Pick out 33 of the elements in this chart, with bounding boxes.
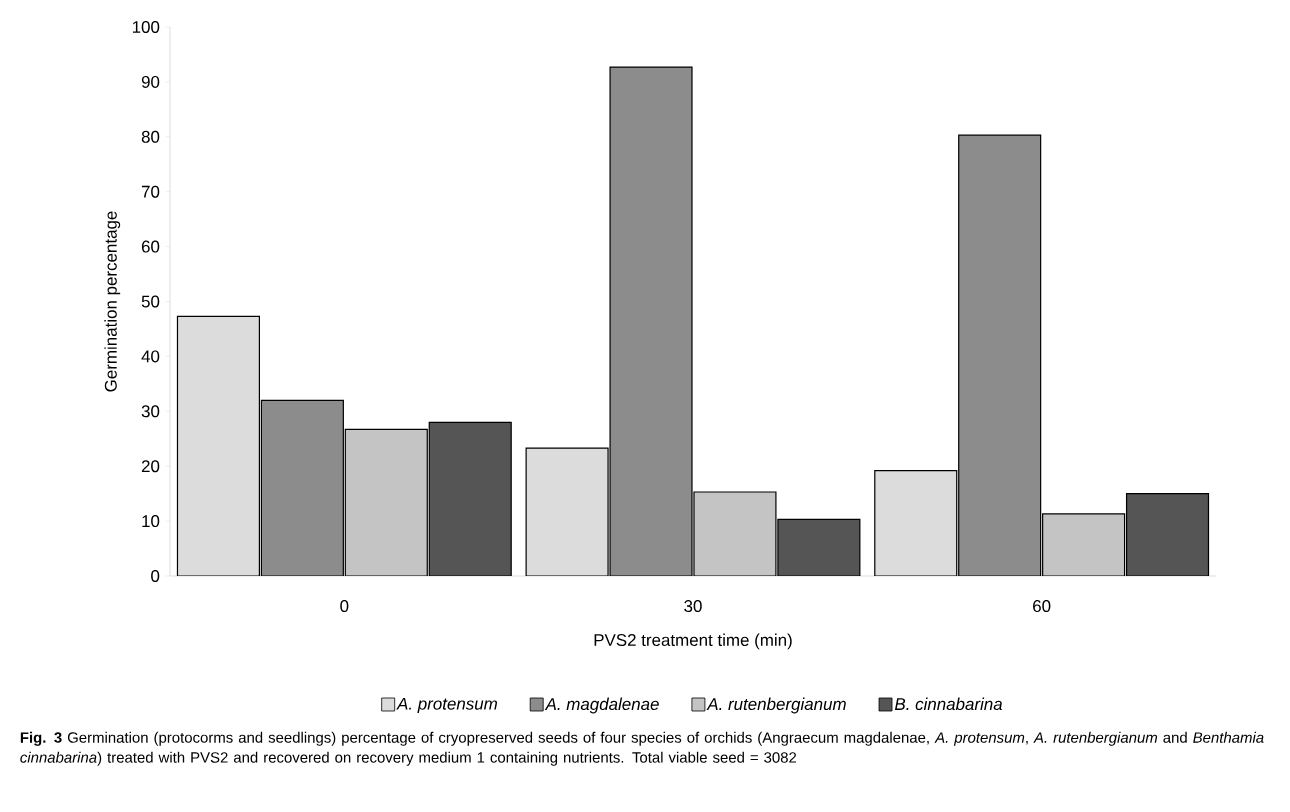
bar <box>428 421 512 576</box>
y-tick-label: 10 <box>142 515 160 528</box>
y-tick-label: 40 <box>141 350 160 363</box>
text: Fig. 3 Germination (protocorms and seedlings) percentage of cryopreserved seeds of four species of orchids (Angraecum magdalenae, A. protensum, A. rutenbergianum and Benthamia cinnabarina) treated with PVS2 and recovered on recovery medium 1 containing nutrients. Total viable seed = 3082 <box>20 731 1264 766</box>
y-tick-label: 50 <box>141 295 160 308</box>
y-axis-title: Germination percentage <box>104 211 121 392</box>
bar <box>1125 493 1210 576</box>
legend-label: A. rutenbergianum <box>706 697 846 714</box>
bar <box>874 469 958 576</box>
y-tick-label: 80 <box>141 130 160 143</box>
bar <box>260 399 344 576</box>
legend-label: A. protensum <box>396 697 497 714</box>
y-tick-label: 30 <box>141 405 160 418</box>
y-tick-label: 60 <box>141 240 160 253</box>
y-tick-label: 20 <box>141 460 160 473</box>
bar <box>525 447 609 576</box>
x-tick-label: 30 <box>684 600 702 613</box>
legend-label: A. magdalenae <box>544 697 659 714</box>
bar <box>693 491 777 576</box>
y-tick-label: 70 <box>141 185 160 198</box>
bar <box>777 518 861 576</box>
bar <box>1042 513 1126 576</box>
y-tick-label: 90 <box>141 75 160 88</box>
bar <box>958 134 1042 576</box>
x-tick-label: 60 <box>1033 600 1051 613</box>
bar <box>609 66 693 576</box>
legend-label: B. cinnabarina <box>894 697 1003 711</box>
y-tick-label: 100 <box>132 21 160 33</box>
x-tick-label: 0 <box>340 600 349 613</box>
x-axis-title: PVS2 treatment time (min) <box>594 633 792 650</box>
y-tick-label: 0 <box>151 570 160 582</box>
bar <box>176 315 261 576</box>
bar <box>344 428 428 576</box>
